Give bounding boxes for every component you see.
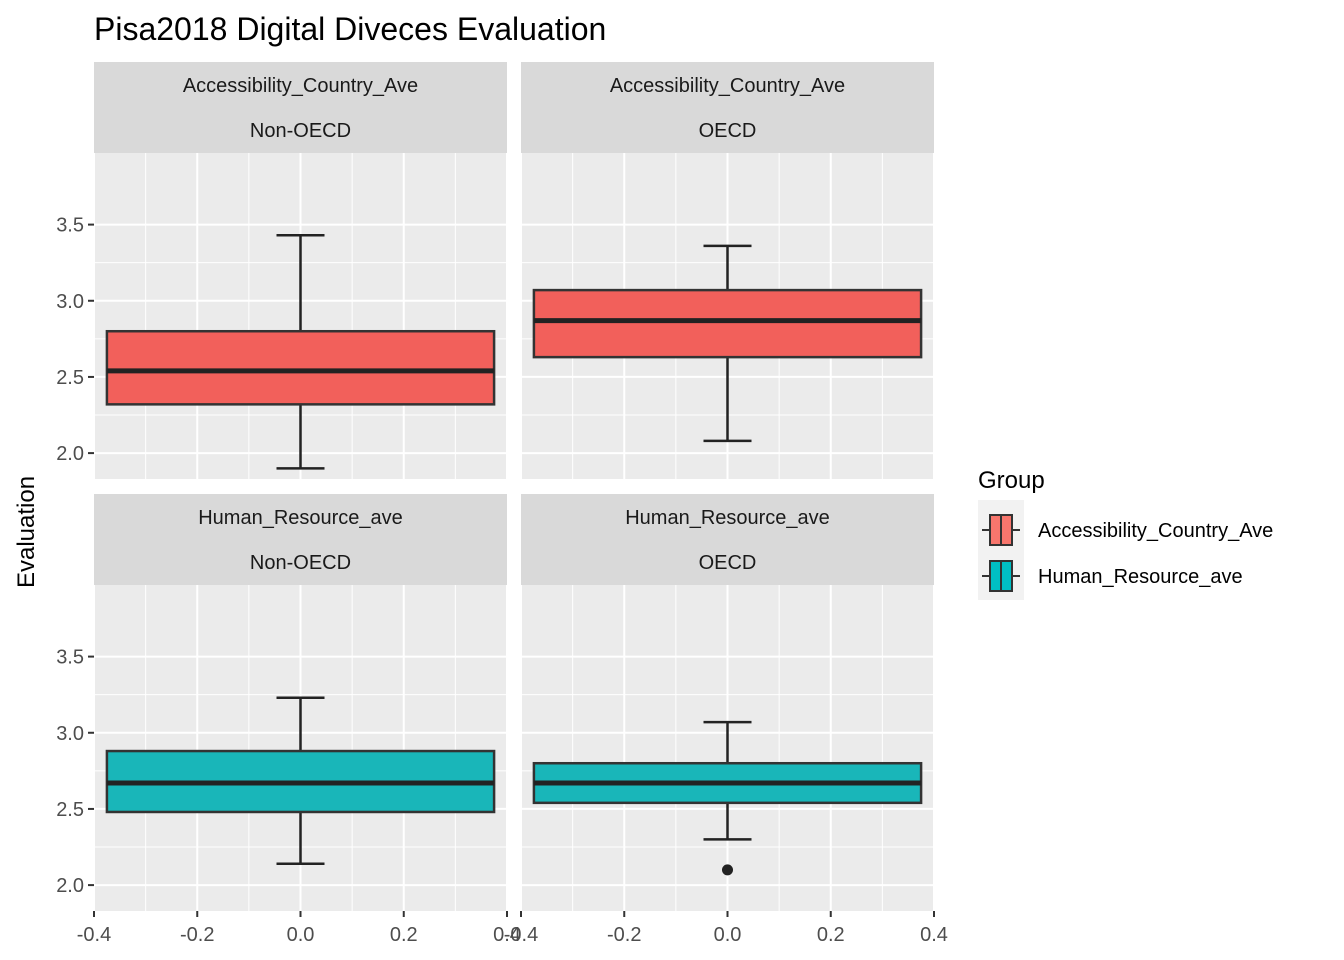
- strip-label: OECD: [699, 552, 757, 574]
- facet-strip: [94, 62, 507, 153]
- strip-label: Accessibility_Country_Ave: [610, 75, 845, 97]
- box: [105, 329, 496, 406]
- outlier-point: [722, 864, 733, 876]
- x-tick-label: -0.2: [180, 924, 214, 946]
- strip-label: Human_Resource_ave: [625, 507, 830, 529]
- facet-strip: [94, 494, 507, 585]
- facet-strip: [521, 494, 934, 585]
- x-tick-label: 0.0: [714, 924, 742, 946]
- chart-title: Pisa2018 Digital Diveces Evaluation: [94, 11, 606, 47]
- y-tick-label: 2.5: [56, 367, 84, 389]
- facet-strip: [521, 62, 934, 153]
- y-tick-label: 3.5: [56, 647, 84, 669]
- x-tick-label: -0.4: [504, 924, 538, 946]
- facet-panel: Accessibility_Country_Ave Non-OECD 2.0 2.5 3…: [56, 62, 508, 479]
- x-tick-label: -0.4: [77, 924, 111, 946]
- strip-label: Human_Resource_ave: [198, 507, 403, 529]
- y-tick-label: 3.0: [56, 291, 84, 313]
- box: [532, 288, 923, 359]
- y-tick-label: 2.5: [56, 799, 84, 821]
- strip-label: Accessibility_Country_Ave: [183, 75, 418, 97]
- x-tick-label: 0.0: [287, 924, 315, 946]
- strip-label: Non-OECD: [250, 552, 351, 574]
- x-tick-label: 0.2: [390, 924, 418, 946]
- facet-panel: Human_Resource_ave OECD -0.4 -0.2 0.0 0.2 0.4: [504, 494, 948, 946]
- legend-label: Human_Resource_ave: [1038, 566, 1243, 588]
- y-axis-title: Evaluation: [13, 476, 40, 588]
- legend: Group Accessibility_Country_Ave Human_Res…: [978, 467, 1273, 600]
- y-tick-label: 2.0: [56, 443, 84, 465]
- y-tick-label: 3.5: [56, 215, 84, 237]
- x-tick-label: 0.4: [493, 924, 521, 946]
- facet-panel: Human_Resource_ave Non-OECD 2.0 2.5 3.0 3.5 -0…: [56, 494, 521, 946]
- y-tick-label: 2.0: [56, 875, 84, 897]
- legend-label: Accessibility_Country_Ave: [1038, 520, 1273, 542]
- x-tick-label: 0.2: [817, 924, 845, 946]
- facet-panel: Accessibility_Country_Ave OECD: [520, 62, 935, 479]
- panels: Accessibility_Country_Ave Non-OECD 2.0 2.5 3…: [56, 62, 948, 946]
- x-tick-label: -0.2: [607, 924, 641, 946]
- legend-title: Group: [978, 467, 1045, 494]
- x-tick-label: 0.4: [920, 924, 948, 946]
- strip-label: Non-OECD: [250, 120, 351, 142]
- strip-label: OECD: [699, 120, 757, 142]
- y-tick-label: 3.0: [56, 723, 84, 745]
